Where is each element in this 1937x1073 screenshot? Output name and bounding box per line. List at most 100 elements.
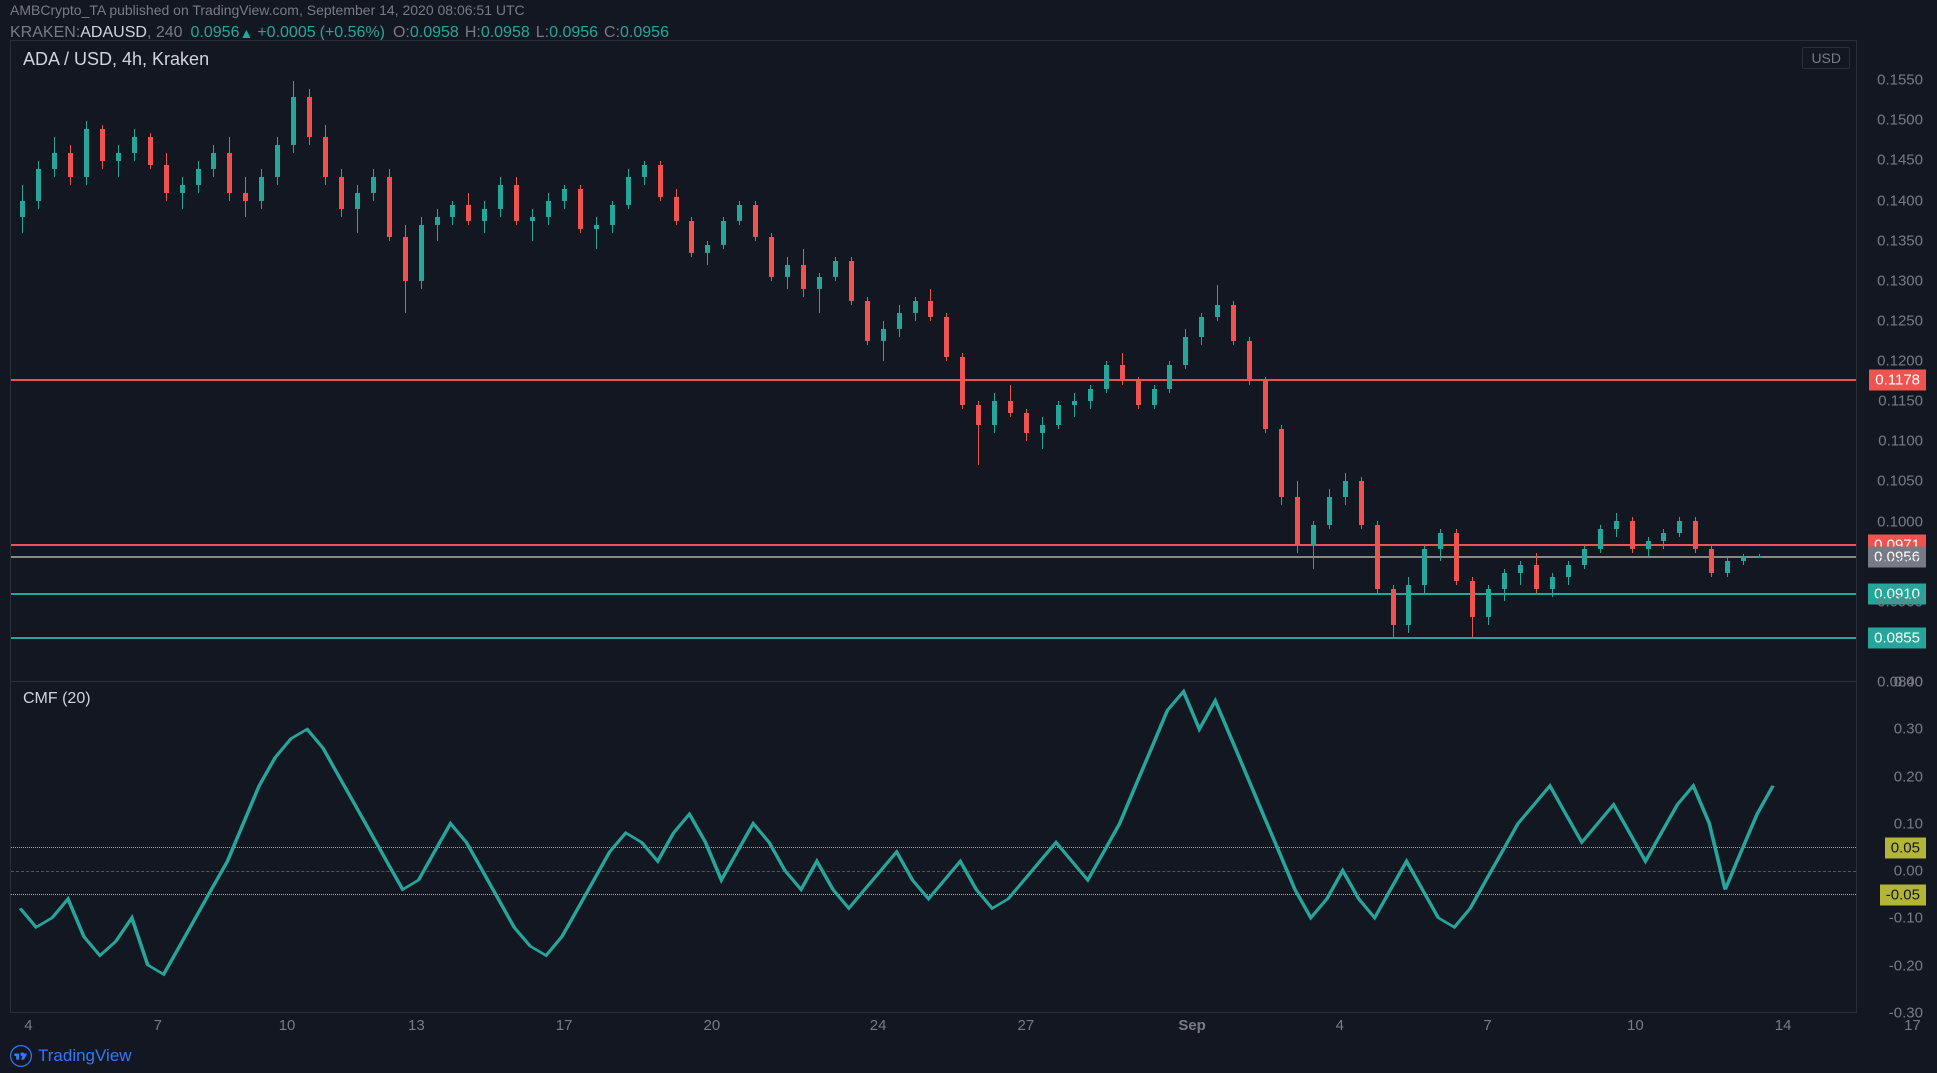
candle	[1120, 41, 1125, 681]
candle	[1677, 41, 1682, 681]
candle	[642, 41, 647, 681]
candle	[817, 41, 822, 681]
candle	[498, 41, 503, 681]
candle	[849, 41, 854, 681]
candle	[897, 41, 902, 681]
horizontal-line: 0.0956	[11, 556, 1856, 558]
candle	[148, 41, 153, 681]
candle	[737, 41, 742, 681]
tradingview-logo[interactable]: TradingView	[10, 1045, 132, 1067]
tradingview-icon	[10, 1045, 32, 1067]
horizontal-line: 0.0910	[11, 593, 1856, 595]
candle	[466, 41, 471, 681]
candle	[944, 41, 949, 681]
candle	[530, 41, 535, 681]
price-tick: 0.0900	[1877, 593, 1923, 610]
candle	[1614, 41, 1619, 681]
candle	[976, 41, 981, 681]
candle	[1167, 41, 1172, 681]
candle	[801, 41, 806, 681]
candle	[514, 41, 519, 681]
candle	[1534, 41, 1539, 681]
candle	[371, 41, 376, 681]
chart-container[interactable]: ADA / USD, 4h, Kraken USD 0.11780.09710.…	[10, 40, 1857, 1013]
candle	[1152, 41, 1157, 681]
candle	[881, 41, 886, 681]
candle	[1502, 41, 1507, 681]
candle	[387, 41, 392, 681]
candle	[1263, 41, 1268, 681]
candle	[1311, 41, 1316, 681]
x-tick: 27	[1018, 1017, 1035, 1034]
candle	[1438, 41, 1443, 681]
candle	[674, 41, 679, 681]
price-tick: 0.1200	[1877, 353, 1923, 370]
candle	[769, 41, 774, 681]
price-tick: 0.1150	[1878, 393, 1923, 410]
candle	[1725, 41, 1730, 681]
x-tick: 24	[870, 1017, 887, 1034]
candle	[865, 41, 870, 681]
cmf-title: CMF (20)	[23, 690, 91, 708]
candle	[1757, 41, 1762, 681]
candle	[705, 41, 710, 681]
price-tick: 0.1400	[1877, 192, 1923, 209]
candle	[275, 41, 280, 681]
candle	[164, 41, 169, 681]
candle	[116, 41, 121, 681]
candle	[546, 41, 551, 681]
x-tick: Sep	[1178, 1017, 1206, 1034]
candle	[1693, 41, 1698, 681]
attribution: AMBCrypto_TA published on TradingView.co…	[10, 2, 525, 18]
candle	[1630, 41, 1635, 681]
candle	[307, 41, 312, 681]
candle	[1136, 41, 1141, 681]
candle	[1566, 41, 1571, 681]
candle	[1072, 41, 1077, 681]
candle	[1024, 41, 1029, 681]
candle	[36, 41, 41, 681]
candle	[132, 41, 137, 681]
candle	[450, 41, 455, 681]
candle	[1104, 41, 1109, 681]
candle	[52, 41, 57, 681]
candle	[180, 41, 185, 681]
candle	[355, 41, 360, 681]
candle	[1088, 41, 1093, 681]
x-tick: 14	[1775, 1017, 1792, 1034]
cmf-pane[interactable]: CMF (20) 0.05-0.05	[11, 682, 1856, 1012]
x-axis: 47101317202427Sep47101417	[10, 1013, 1857, 1043]
price-tick: 0.1000	[1877, 513, 1923, 530]
candle	[1247, 41, 1252, 681]
cmf-tick: 0.20	[1894, 768, 1923, 785]
candle	[1327, 41, 1332, 681]
candle	[960, 41, 965, 681]
candle	[594, 41, 599, 681]
candle	[1056, 41, 1061, 681]
candle	[1422, 41, 1427, 681]
candle	[403, 41, 408, 681]
cmf-tick: -0.20	[1889, 957, 1923, 974]
candle	[753, 41, 758, 681]
price-pane[interactable]: ADA / USD, 4h, Kraken USD 0.11780.09710.…	[11, 41, 1856, 682]
price-tick: 0.1500	[1877, 112, 1923, 129]
candle	[1183, 41, 1188, 681]
candle	[1231, 41, 1236, 681]
candle	[227, 41, 232, 681]
brand-label: TradingView	[38, 1046, 132, 1066]
candle	[562, 41, 567, 681]
price-tick: 0.1050	[1877, 473, 1923, 490]
cmf-tick: 0.40	[1894, 674, 1923, 691]
candle	[1359, 41, 1364, 681]
y-axis: 0.08000.09000.09500.10000.10500.11000.11…	[1857, 40, 1927, 1013]
candle	[291, 41, 296, 681]
candle	[1454, 41, 1459, 681]
candle	[323, 41, 328, 681]
cmf-tick: 0.30	[1894, 721, 1923, 738]
price-tick: 0.1550	[1877, 72, 1923, 89]
candle	[689, 41, 694, 681]
candle	[211, 41, 216, 681]
candle	[721, 41, 726, 681]
x-tick: 20	[704, 1017, 721, 1034]
candle	[243, 41, 248, 681]
